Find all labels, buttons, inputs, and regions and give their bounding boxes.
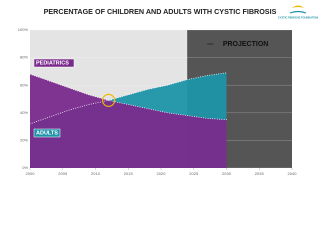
x-tick-label: 2040 [288, 171, 298, 176]
y-tick-label: 100% [18, 27, 29, 32]
area [30, 74, 227, 168]
logo-wave [289, 10, 307, 14]
y-tick-label: 0% [22, 165, 28, 170]
x-tick-label: 2020 [157, 171, 167, 176]
logo-text: CYSTIC FIBROSIS FOUNDATION [278, 16, 318, 20]
legend-entry: ADULTS [33, 128, 61, 138]
x-tick-label: 2005 [58, 171, 68, 176]
logo: CYSTIC FIBROSIS FOUNDATION [278, 5, 318, 20]
legend-label: ADULTS [36, 130, 58, 136]
legend-box [33, 128, 61, 138]
legend-entry: PEDIATRICS [33, 58, 75, 68]
y-tick-label: 40% [20, 110, 28, 115]
series-line [29, 73, 227, 121]
x-tick-label: 2015 [124, 171, 134, 176]
legend-label: PEDIATRICS [36, 60, 69, 66]
logo-icon [292, 5, 304, 8]
x-tick-label: 2010 [91, 171, 101, 176]
y-tick-label: 80% [20, 55, 28, 60]
x-tick-label: 2025 [189, 171, 199, 176]
x-tick-label: 2000 [26, 171, 36, 176]
series-line [29, 72, 227, 125]
projection-label: PROJECTION [223, 41, 269, 48]
legend-box [33, 58, 75, 68]
y-tick-label: 20% [20, 137, 28, 142]
x-tick-label: 2035 [255, 171, 265, 176]
y-tick-label: 60% [20, 82, 28, 87]
chart: PERCENTAGE OF CHILDREN AND ADULTS WITH C… [18, 5, 318, 176]
highlight-ring [101, 93, 116, 107]
chart-title: PERCENTAGE OF CHILDREN AND ADULTS WITH C… [44, 7, 277, 16]
x-tick-label: 2030 [222, 171, 232, 176]
